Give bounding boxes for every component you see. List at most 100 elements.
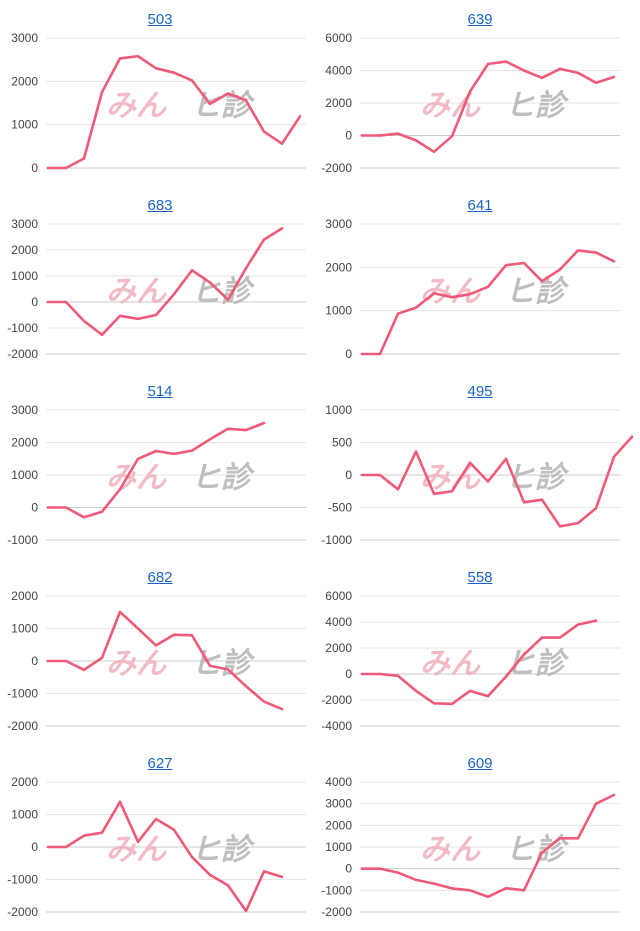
chart-682-data-point — [244, 685, 248, 688]
chart-641-data-point — [576, 249, 580, 252]
chart-641-data-point — [504, 263, 508, 267]
chart-514-data-point — [208, 438, 212, 441]
chart-609-ytick-label: 0 — [345, 862, 352, 876]
chart-503-data-point — [136, 55, 140, 58]
chart-627-data-point — [118, 800, 122, 804]
chart-683-ytick-label: 3000 — [11, 217, 38, 231]
chart-558-data-point — [522, 653, 526, 656]
watermark-logo: みん ヒ診 — [106, 647, 256, 682]
chart-627-title-link[interactable]: 627 — [147, 755, 173, 772]
chart-627-data-point — [82, 834, 86, 837]
chart-609-data-point — [612, 793, 616, 797]
chart-495-panel: 495 -1000 -500 0 500 1000 みん ヒ診 — [320, 372, 640, 558]
chart-609-data-point — [414, 878, 418, 882]
chart-558-series-line — [360, 619, 598, 706]
chart-682-ytick-label: 2000 — [11, 589, 38, 603]
chart-514-data-point — [262, 421, 266, 425]
chart-683-ytick-label: -2000 — [7, 347, 38, 361]
chart-639-title-link[interactable]: 639 — [467, 11, 493, 28]
chart-682-ytick-label: 0 — [31, 654, 38, 668]
chart-609-ytick-label: -2000 — [321, 905, 352, 919]
chart-558-data-point — [450, 702, 454, 706]
watermark-logo: みん ヒ診 — [420, 89, 570, 124]
chart-609-data-point — [360, 867, 364, 870]
chart-558-data-point — [540, 636, 544, 639]
chart-639-data-point — [504, 60, 508, 63]
chart-503-ytick-label: 3000 — [11, 31, 38, 45]
chart-641-data-point — [612, 260, 616, 263]
watermark-logo: みん ヒ診 — [420, 275, 570, 310]
svg-text:ヒ診: ヒ診 — [191, 461, 256, 496]
chart-558-plot: -4000 -2000 0 2000 4000 6000 みん ヒ診 — [321, 589, 620, 733]
chart-514-data-point — [172, 452, 176, 456]
chart-683-series-line — [46, 227, 284, 337]
chart-558-data-point — [360, 672, 364, 676]
chart-683-title-link[interactable]: 683 — [147, 197, 173, 214]
watermark-logo: みん ヒ診 — [106, 461, 256, 496]
chart-503-data-point — [208, 102, 212, 106]
chart-503-title-link[interactable]: 503 — [147, 11, 173, 28]
chart-641-plot: 0 1000 2000 3000 みん ヒ診 — [325, 217, 620, 361]
chart-503-data-point — [46, 166, 50, 170]
chart-514-data-point — [64, 506, 68, 509]
chart-609-panel: 609 -2000 -1000 0 1000 2000 3000 4000 みん ヒ診 — [320, 744, 640, 930]
chart-682-data-point — [46, 659, 50, 663]
chart-503-data-point — [100, 90, 104, 94]
chart-641-title-link[interactable]: 641 — [467, 197, 493, 214]
chart-514-title-link[interactable]: 514 — [147, 383, 173, 400]
chart-495-title-link[interactable]: 495 — [467, 383, 493, 400]
chart-627-data-point — [100, 831, 104, 834]
chart-514-data-point — [244, 428, 248, 432]
chart-627-panel: 627 -2000 -1000 0 1000 2000 みん ヒ診 — [0, 744, 320, 930]
chart-627-data-point — [262, 870, 266, 873]
chart-683-panel: 683 -2000 -1000 0 1000 2000 3000 みん ヒ診 — [0, 186, 320, 372]
chart-627-series-line — [46, 800, 284, 913]
chart-609-data-point — [468, 889, 472, 892]
chart-609-ytick-label: 2000 — [325, 818, 352, 832]
chart-639-ytick-label: -2000 — [321, 161, 352, 175]
svg-text:ヒ診: ヒ診 — [505, 461, 570, 496]
chart-627-plot: -2000 -1000 0 1000 2000 みん ヒ診 — [7, 775, 306, 919]
chart-627-data-point — [154, 817, 158, 821]
chart-627-data-point — [64, 845, 68, 849]
chart-682-data-point — [136, 627, 140, 630]
chart-609-data-point — [450, 887, 454, 890]
chart-558-data-point — [432, 702, 436, 705]
watermark-logo: みん ヒ診 — [420, 647, 570, 682]
chart-682-data-point — [172, 633, 176, 636]
chart-558-data-point — [378, 672, 382, 676]
chart-609-data-point — [378, 867, 382, 870]
chart-558-title-link[interactable]: 558 — [467, 569, 493, 586]
chart-641-data-point — [450, 296, 454, 299]
chart-641-ytick-label: 0 — [345, 347, 352, 361]
chart-495-data-point — [468, 461, 472, 464]
chart-639-data-point — [540, 76, 544, 80]
chart-683-data-point — [190, 269, 194, 272]
chart-639-data-point — [360, 134, 364, 137]
chart-641-ytick-label: 3000 — [325, 217, 352, 231]
chart-641-data-point — [360, 352, 364, 356]
chart-682-title-link[interactable]: 682 — [147, 569, 173, 586]
chart-495-data-point — [540, 498, 544, 501]
chart-495-ytick-label: -500 — [328, 501, 352, 515]
chart-514-ytick-label: 2000 — [11, 436, 38, 450]
chart-503-data-point — [118, 57, 122, 60]
svg-text:みん: みん — [420, 461, 481, 496]
chart-641-data-point — [396, 312, 400, 315]
chart-683-data-point — [46, 300, 50, 304]
chart-503-plot: 0 1000 2000 3000 みん ヒ診 — [11, 31, 306, 175]
chart-627-data-point — [244, 909, 248, 913]
chart-683-plot: -2000 -1000 0 1000 2000 3000 みん ヒ診 — [7, 217, 306, 361]
chart-609-title-link[interactable]: 609 — [467, 755, 493, 772]
chart-503-data-point — [226, 92, 230, 95]
chart-558-data-point — [396, 674, 400, 678]
chart-641-data-point — [468, 293, 472, 296]
chart-495-plot: -1000 -500 0 500 1000 みん ヒ診 — [321, 403, 634, 547]
chart-503-data-point — [82, 157, 86, 160]
chart-639-data-point — [522, 69, 526, 72]
chart-682-data-point — [190, 634, 194, 637]
chart-503-data-point — [172, 71, 176, 74]
chart-495-series-line — [360, 435, 634, 528]
chart-682-data-point — [82, 668, 86, 671]
chart-503-ytick-label: 0 — [31, 161, 38, 175]
